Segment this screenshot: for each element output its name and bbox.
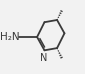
Text: N: N [40, 53, 47, 63]
Text: H₂N: H₂N [0, 32, 20, 42]
